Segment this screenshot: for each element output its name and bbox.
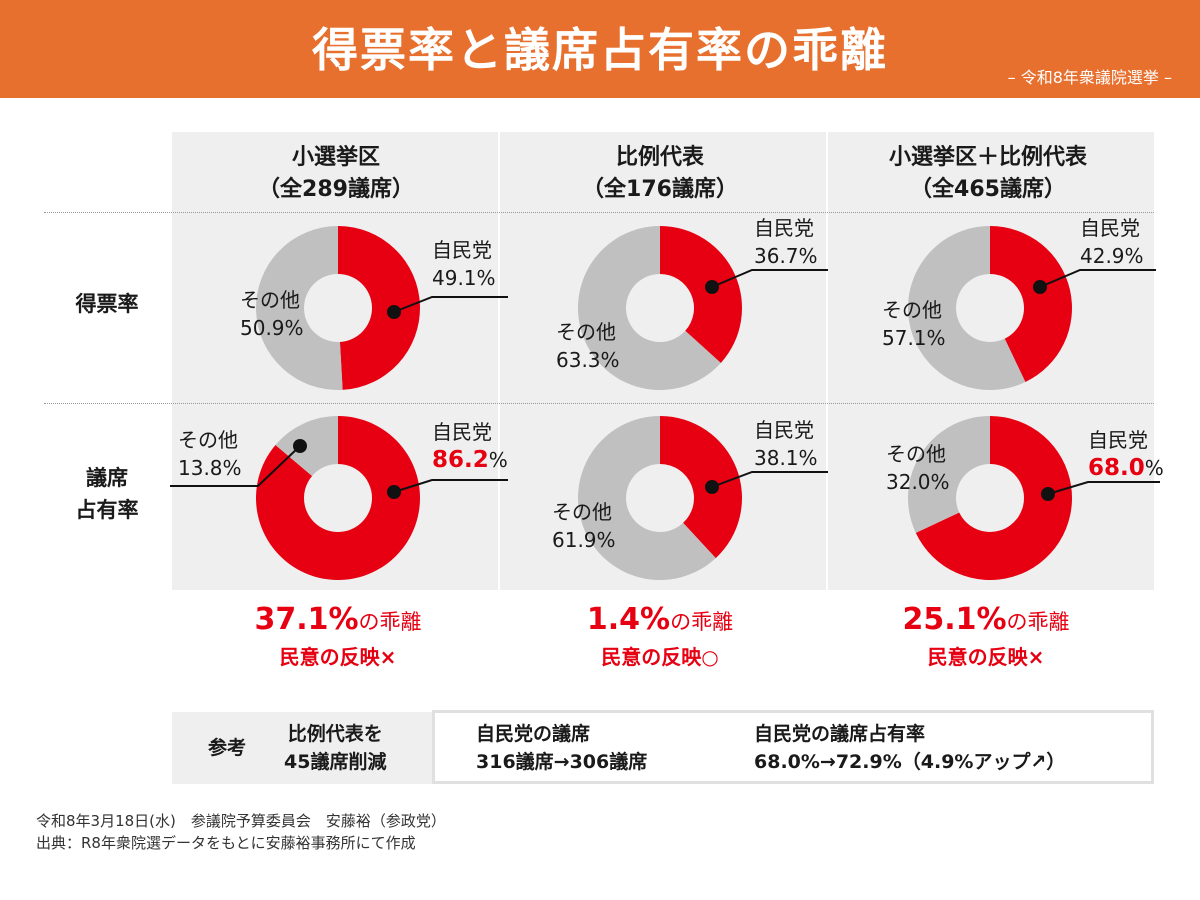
ldp-leader-line bbox=[393, 296, 508, 313]
ldp-leader-dot bbox=[387, 485, 401, 499]
other-label: その他 63.3% bbox=[556, 320, 620, 372]
gap-suffix: の乖離 bbox=[670, 610, 734, 634]
ldp-label: 自民党 38.1% bbox=[754, 418, 818, 470]
ldp-label: 自民党 86.2% bbox=[432, 420, 508, 473]
gap-suffix: の乖離 bbox=[358, 610, 422, 634]
row-divider bbox=[44, 403, 1154, 404]
ldp-leader-line bbox=[711, 471, 828, 488]
other-label: その他 32.0% bbox=[886, 442, 950, 494]
reference-action: 比例代表を 45議席削減 bbox=[284, 723, 387, 773]
ldp-leader-line bbox=[393, 479, 508, 493]
row-divider bbox=[44, 212, 1154, 213]
ldp-slice bbox=[255, 416, 420, 581]
ldp-leader-dot bbox=[1041, 487, 1055, 501]
result-single-seat: 37.1%の乖離 民意の反映× bbox=[178, 602, 498, 670]
other-label: その他 50.9% bbox=[240, 288, 304, 340]
reflection-verdict: 民意の反映○ bbox=[601, 645, 719, 669]
column-total: （全176議席） bbox=[582, 177, 738, 202]
reference-label-box bbox=[172, 712, 432, 784]
ldp-label: 自民党 36.7% bbox=[754, 216, 818, 268]
column-header-single-seat: 小選挙区 （全289議席） bbox=[176, 142, 496, 206]
reflection-verdict: 民意の反映× bbox=[279, 645, 397, 669]
other-slice bbox=[908, 226, 1026, 390]
other-label: その他 13.8% bbox=[178, 428, 242, 480]
row-header-seat-share: 議席 占有率 bbox=[44, 462, 170, 526]
header-banner: 得票率と議席占有率の乖離 – 令和8年衆議院選挙 – bbox=[0, 0, 1200, 98]
gap-value: 37.1% bbox=[254, 602, 359, 637]
gap-value: 25.1% bbox=[902, 602, 1007, 637]
row-label: 得票率 bbox=[75, 292, 139, 316]
reference-seats: 自民党の議席 316議席→306議席 bbox=[476, 723, 648, 773]
gap-value: 1.4% bbox=[586, 602, 671, 637]
other-label: その他 61.9% bbox=[552, 500, 616, 552]
column-name: 比例代表 bbox=[615, 145, 704, 170]
reflection-verdict: 民意の反映× bbox=[927, 645, 1045, 669]
other-leader-dot bbox=[293, 439, 307, 453]
other-slice bbox=[578, 226, 721, 390]
gap-suffix: の乖離 bbox=[1006, 610, 1070, 634]
ldp-leader-dot bbox=[705, 280, 719, 294]
ldp-leader-dot bbox=[1033, 280, 1047, 294]
column-name: 小選挙区＋比例代表 bbox=[888, 145, 1087, 170]
column-name: 小選挙区 bbox=[291, 145, 380, 170]
result-combined: 25.1%の乖離 民意の反映× bbox=[826, 602, 1146, 670]
reference-content-box bbox=[432, 710, 1154, 784]
column-total: （全289議席） bbox=[258, 177, 414, 202]
column-header-proportional: 比例代表 （全176議席） bbox=[500, 142, 820, 206]
column-total: （全465議席） bbox=[910, 177, 1066, 202]
page-title: 得票率と議席占有率の乖離 bbox=[312, 23, 888, 77]
other-slice bbox=[255, 226, 343, 390]
ldp-label: 自民党 68.0% bbox=[1088, 428, 1164, 481]
reference-label: 参考 bbox=[208, 737, 247, 759]
ldp-label: 自民党 49.1% bbox=[432, 238, 496, 290]
row-header-vote-share: 得票率 bbox=[44, 288, 170, 320]
ldp-label: 自民党 42.9% bbox=[1080, 216, 1144, 268]
footer-date-line: 令和8年3月18日(水) 参議院予算委員会 安藤裕（参政党） bbox=[36, 812, 446, 830]
column-separator bbox=[826, 132, 828, 590]
ldp-slice bbox=[338, 226, 420, 390]
row-label: 議席 bbox=[86, 466, 128, 490]
page-subtitle: – 令和8年衆議院選挙 – bbox=[1007, 68, 1172, 87]
ldp-leader-line bbox=[711, 269, 828, 288]
ldp-slice bbox=[660, 226, 742, 363]
other-leader-line bbox=[170, 445, 301, 487]
column-separator bbox=[498, 132, 500, 590]
column-header-combined: 小選挙区＋比例代表 （全465議席） bbox=[828, 142, 1148, 206]
ldp-leader-dot bbox=[387, 305, 401, 319]
reference-share: 自民党の議席占有率 68.0%→72.9%（4.9%アップ↗） bbox=[754, 723, 1066, 773]
footer-source-line: 出典：R8年衆院選データをもとに安藤裕事務所にて作成 bbox=[36, 834, 416, 852]
ldp-slice bbox=[915, 416, 1072, 581]
ldp-leader-line bbox=[1039, 269, 1156, 288]
ldp-slice bbox=[990, 226, 1072, 382]
ldp-slice bbox=[660, 416, 742, 559]
ldp-leader-dot bbox=[705, 480, 719, 494]
other-slice bbox=[577, 416, 716, 580]
row-label: 占有率 bbox=[75, 498, 139, 522]
other-slice bbox=[908, 416, 990, 533]
other-label: その他 57.1% bbox=[882, 298, 946, 350]
ldp-leader-line bbox=[1047, 481, 1160, 495]
result-proportional: 1.4%の乖離 民意の反映○ bbox=[500, 602, 820, 670]
